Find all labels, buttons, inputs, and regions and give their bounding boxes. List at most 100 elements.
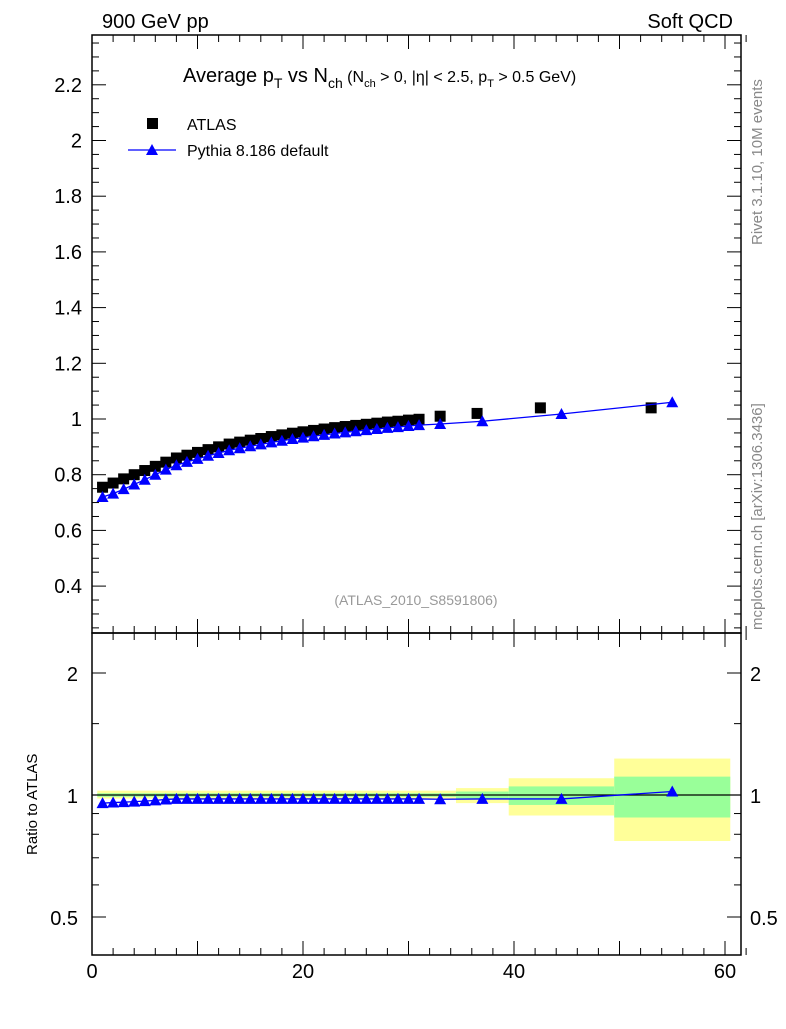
- atlas-point: [471, 407, 483, 419]
- pythia-ratio-point: [212, 792, 225, 804]
- y-tick-label: 0.6: [54, 520, 82, 542]
- pythia-ratio-point: [476, 792, 489, 804]
- pythia-ratio-point: [391, 792, 404, 804]
- pythia-point: [666, 396, 679, 408]
- pythia-point: [244, 440, 257, 452]
- ratio-tick-label: 0.5: [50, 908, 78, 930]
- legend-pythia-label: Pythia 8.186 default: [187, 143, 329, 160]
- pythia-point: [370, 423, 383, 435]
- pythia-point: [254, 438, 267, 450]
- pythia-ratio-point: [286, 792, 299, 804]
- atlas-point: [434, 410, 446, 422]
- pythia-point: [328, 427, 341, 439]
- atlas-point: [107, 477, 119, 489]
- y-tick-label: 1.6: [54, 242, 82, 264]
- pythia-ratio-point: [191, 792, 204, 804]
- atlas-point: [202, 444, 214, 456]
- pythia-point: [349, 425, 362, 437]
- pythia-ratio-point: [159, 793, 172, 805]
- atlas-point: [149, 460, 161, 472]
- ratio-ylabel: Ratio to ATLAS: [24, 754, 41, 855]
- pythia-point: [159, 463, 172, 475]
- pythia-point: [96, 490, 109, 502]
- y-tick-label: 1.2: [54, 353, 82, 375]
- pythia-ratio-point: [370, 792, 383, 804]
- pythia-point: [180, 455, 193, 467]
- legend-atlas-marker: [147, 118, 158, 129]
- pythia-ratio-point: [349, 792, 362, 804]
- pythia-ratio-point: [180, 792, 193, 804]
- pythia-point: [275, 434, 288, 446]
- ratio-tick-label-right: 1: [750, 786, 761, 808]
- pythia-point: [413, 419, 426, 431]
- header-right: Soft QCD: [647, 11, 733, 33]
- pythia-ratio-point: [413, 792, 426, 804]
- pythia-point: [233, 442, 246, 454]
- ratio-tick-label: 2: [67, 664, 78, 686]
- y-tick-label: 1.8: [54, 186, 82, 208]
- watermark: (ATLAS_2010_S8591806): [334, 592, 497, 608]
- x-tick-label: 0: [86, 961, 97, 983]
- atlas-point: [97, 481, 109, 493]
- pythia-ratio-point: [202, 792, 215, 804]
- pythia-point: [476, 415, 489, 427]
- pythia-ratio-point: [128, 795, 141, 807]
- pythia-ratio-point: [117, 796, 130, 808]
- pythia-point: [170, 459, 183, 471]
- atlas-point: [139, 465, 151, 477]
- atlas-point: [223, 438, 235, 450]
- pythia-point: [138, 473, 151, 485]
- atlas-point: [118, 473, 130, 485]
- ratio-tick-label-right: 0.5: [750, 908, 778, 930]
- data-marks: [96, 396, 679, 809]
- atlas-point: [213, 441, 225, 453]
- y-tick-label: 1: [71, 409, 82, 431]
- y-tick-label: 2.2: [54, 75, 82, 97]
- y-tick-label: 0.8: [54, 465, 82, 487]
- pythia-ratio-point: [555, 792, 568, 804]
- pythia-ratio-point: [434, 793, 447, 805]
- pythia-ratio-point: [307, 792, 320, 804]
- atlas-point: [645, 402, 657, 414]
- pythia-ratio-point: [381, 792, 394, 804]
- pythia-point: [307, 430, 320, 442]
- band-inner: [614, 776, 731, 818]
- legend-pythia-marker: [146, 144, 158, 155]
- pythia-point: [212, 446, 225, 458]
- pythia-ratio-point: [138, 795, 151, 807]
- pythia-point: [381, 421, 394, 433]
- ratio-frame: [91, 632, 742, 956]
- atlas-point: [181, 449, 193, 461]
- x-tick-label: 60: [714, 961, 736, 983]
- ratio-tick-label: 1: [67, 786, 78, 808]
- x-tick-label: 40: [503, 961, 525, 983]
- x-tick-label: 20: [292, 961, 314, 983]
- pythia-point: [360, 424, 373, 436]
- atlas-point: [244, 434, 256, 446]
- pythia-ratio-point: [223, 792, 236, 804]
- pythia-ratio-point: [170, 792, 183, 804]
- pythia-point: [223, 444, 236, 456]
- pythia-point: [286, 433, 299, 445]
- y-tick-label: 1.4: [54, 298, 82, 320]
- pythia-ratio-point: [107, 796, 120, 808]
- pythia-ratio-point: [149, 794, 162, 806]
- pythia-ratio-point: [339, 792, 352, 804]
- legend-atlas-label: ATLAS: [187, 117, 237, 134]
- pythia-point: [128, 478, 141, 490]
- axis-ticks: 0 20 40 60 0.4 0.6 0.8 1 1.2 1.4 1.6 1.8 2 2.2 0.5 0.5 1…: [50, 35, 778, 983]
- atlas-point: [170, 452, 182, 464]
- pythia-point: [434, 418, 447, 430]
- rivet-label: Rivet 3.1.10, 10M events: [749, 79, 766, 245]
- pythia-line: [102, 401, 673, 498]
- pythia-ratio-point: [297, 792, 309, 804]
- pythia-ratio-point: [265, 792, 278, 804]
- ratio-tick-label-right: 2: [750, 664, 761, 686]
- pythia-point: [402, 419, 415, 431]
- atlas-point: [192, 446, 203, 458]
- pythia-point: [297, 431, 309, 443]
- pythia-ratio-point: [360, 792, 373, 804]
- pythia-point: [191, 452, 204, 464]
- pythia-point: [265, 436, 278, 448]
